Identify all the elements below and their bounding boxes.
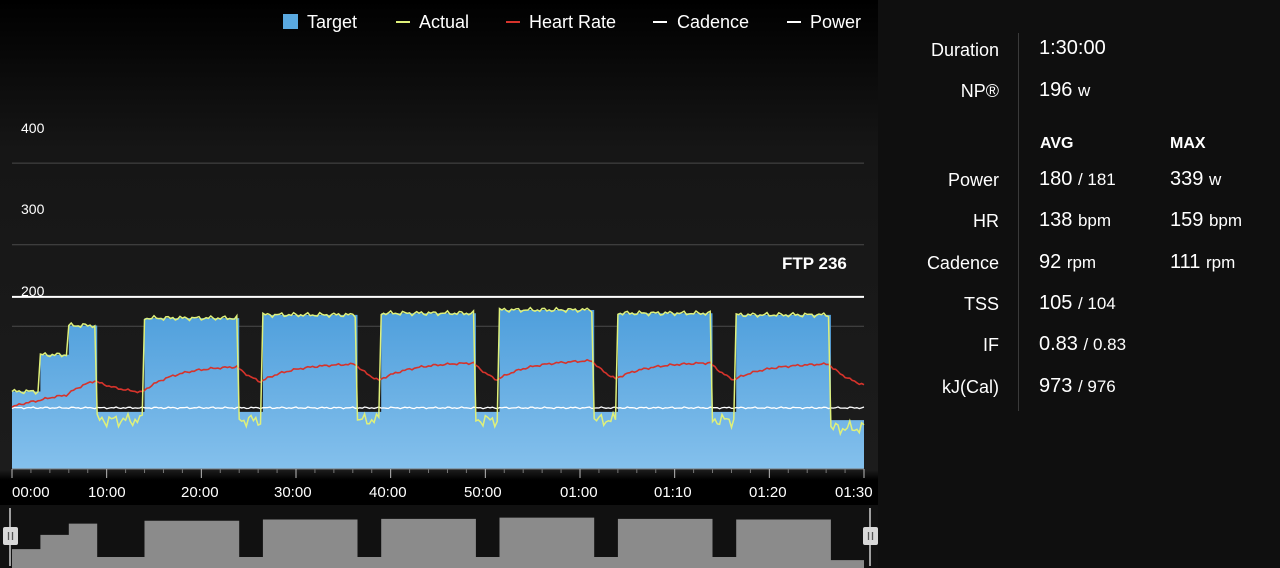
cadence-line bbox=[11, 406, 865, 410]
max-column-header: MAX bbox=[1170, 135, 1206, 152]
heart-rate-line-icon bbox=[506, 21, 520, 23]
x-tick-label: 50:00 bbox=[464, 484, 502, 501]
stat-avg: 0.83 / 0.83 bbox=[1039, 333, 1127, 355]
np-label: NP® bbox=[960, 81, 999, 101]
y-tick-400: 400 bbox=[21, 120, 45, 136]
workout-stats-panel: Duration 1:30:00 NP® 196 w AVG MAX Power… bbox=[878, 0, 1280, 568]
np-value: 196 w bbox=[1039, 79, 1091, 101]
overview-target-profile bbox=[12, 517, 864, 568]
legend-power[interactable]: Power bbox=[810, 12, 862, 32]
legend-cadence[interactable]: Cadence bbox=[677, 12, 750, 32]
stat-avg: 973 / 976 bbox=[1039, 375, 1116, 397]
stat-label: kJ(Cal) bbox=[942, 377, 999, 397]
y-tick-300: 300 bbox=[21, 201, 45, 217]
avg-column-header: AVG bbox=[1040, 135, 1074, 152]
chart-legend: Target Actual Heart Rate Cadence Power bbox=[0, 0, 878, 44]
duration-label: Duration bbox=[930, 40, 999, 60]
ftp-label: FTP 236 bbox=[782, 254, 847, 273]
workout-chart bbox=[0, 162, 878, 568]
stat-avg: 180 / 181 bbox=[1039, 168, 1116, 190]
stat-max: 159 bpm bbox=[1170, 209, 1243, 231]
x-tick-label: 01:30 bbox=[835, 484, 873, 501]
handle-grip bbox=[3, 527, 18, 545]
actual-power-line bbox=[11, 306, 865, 437]
stat-avg: 138 bpm bbox=[1039, 209, 1112, 231]
cadence-line-icon bbox=[653, 21, 667, 23]
right-scrub-handle[interactable] bbox=[863, 508, 878, 566]
x-tick-label: 30:00 bbox=[274, 484, 312, 501]
stat-label: HR bbox=[973, 211, 999, 231]
x-tick-label: 20:00 bbox=[181, 484, 219, 501]
stat-label: TSS bbox=[963, 294, 999, 314]
heart-rate-line bbox=[11, 358, 865, 408]
power-line-icon bbox=[787, 21, 801, 23]
x-tick-label: 01:00 bbox=[560, 484, 598, 501]
stat-label: Power bbox=[947, 170, 999, 190]
stat-max: 339 w bbox=[1170, 168, 1222, 190]
legend-target[interactable]: Target bbox=[307, 12, 358, 32]
x-tick-label: 01:10 bbox=[654, 484, 692, 501]
x-tick-label: 00:00 bbox=[12, 484, 50, 501]
stat-max: 111 rpm bbox=[1170, 251, 1236, 273]
target-swatch-icon bbox=[283, 14, 298, 29]
legend-heart-rate[interactable]: Heart Rate bbox=[529, 12, 617, 32]
stat-label: Cadence bbox=[926, 253, 999, 273]
left-scrub-handle[interactable] bbox=[3, 508, 18, 566]
x-tick-label: 10:00 bbox=[88, 484, 126, 501]
x-tick-label: 01:20 bbox=[749, 484, 787, 501]
legend-actual[interactable]: Actual bbox=[419, 12, 470, 32]
y-tick-200: 200 bbox=[21, 283, 45, 299]
actual-line-icon bbox=[396, 21, 410, 23]
handle-grip bbox=[863, 527, 878, 545]
stat-avg: 105 / 104 bbox=[1039, 292, 1116, 314]
stat-label: IF bbox=[983, 335, 999, 355]
workout-chart-panel: Target Actual Heart Rate Cadence Power 4… bbox=[0, 0, 878, 568]
target-area bbox=[12, 310, 864, 469]
stats-divider bbox=[1018, 33, 1019, 411]
x-tick-label: 40:00 bbox=[369, 484, 407, 501]
duration-value: 1:30:00 bbox=[1039, 37, 1106, 59]
stat-avg: 92 rpm bbox=[1039, 251, 1097, 273]
